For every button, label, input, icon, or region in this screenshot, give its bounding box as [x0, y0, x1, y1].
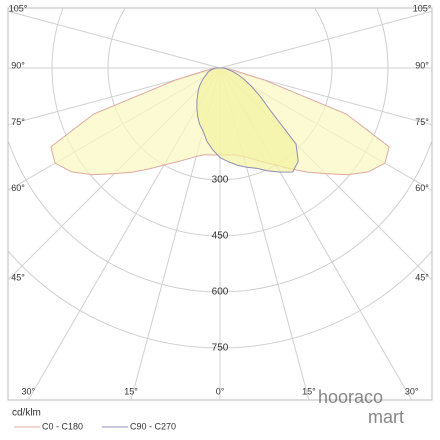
- angle-tick-label: 45°: [415, 272, 429, 282]
- angle-tick-label: 30°: [405, 386, 419, 396]
- angle-tick-label: 0°: [216, 386, 225, 396]
- angle-tick-label: 15°: [124, 386, 138, 396]
- angle-tick-label: 105°: [413, 4, 432, 14]
- r-tick-label: 450: [212, 231, 229, 242]
- angle-tick-label: 75°: [415, 117, 429, 127]
- r-tick-label: 600: [212, 287, 229, 298]
- r-tick-label: 300: [212, 175, 229, 186]
- logo-text: hooraco: [318, 387, 383, 407]
- r-tick-label: 750: [212, 343, 229, 354]
- angle-tick-label: 105°: [9, 4, 28, 14]
- angle-tick-label: 90°: [415, 60, 429, 70]
- angle-tick-label: 90°: [11, 60, 25, 70]
- angle-tick-label: 75°: [11, 117, 25, 127]
- angle-tick-label: 60°: [415, 183, 429, 193]
- legend-label: C0 - C180: [42, 421, 83, 431]
- angle-tick-label: 45°: [11, 272, 25, 282]
- unit-label: cd/klm: [12, 408, 41, 419]
- grid-ray: [8, 10, 221, 69]
- grid-ray: [219, 10, 432, 69]
- angle-tick-label: 60°: [11, 183, 25, 193]
- legend-label: C90 - C270: [130, 421, 176, 431]
- angle-tick-label: 30°: [22, 386, 36, 396]
- intensity-curve: [196, 67, 299, 173]
- logo-text: mart: [368, 407, 404, 427]
- angle-tick-label: 15°: [302, 386, 316, 396]
